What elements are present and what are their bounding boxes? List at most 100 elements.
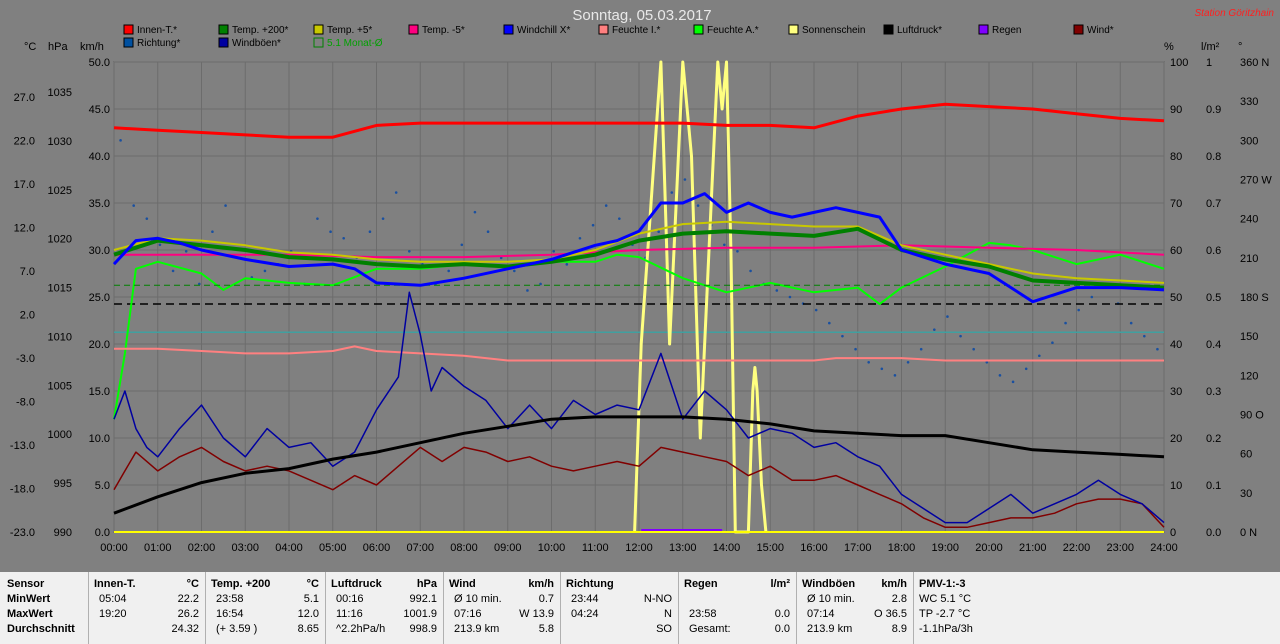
wind-direction-dot bbox=[841, 334, 844, 338]
series-line-temp-5 bbox=[114, 244, 1165, 259]
wind-direction-dot bbox=[342, 236, 345, 240]
wind-direction-dot bbox=[1024, 367, 1028, 371]
y-tick-dir: 240 bbox=[1240, 214, 1258, 226]
legend-label: Luftdruck* bbox=[897, 25, 942, 36]
wind-direction-dot bbox=[788, 295, 792, 299]
y-tick-temp: 12.0 bbox=[14, 223, 35, 235]
wind-direction-dot bbox=[591, 223, 595, 227]
y-tick-wind: 30.0 bbox=[89, 245, 110, 257]
wind-direction-dot bbox=[657, 230, 660, 234]
x-tick-label: 13:00 bbox=[669, 542, 697, 554]
y-tick-rain: 1 bbox=[1206, 57, 1212, 69]
cell-value: 22.2 bbox=[177, 593, 199, 605]
wind-direction-dot bbox=[263, 269, 267, 273]
cell-value: 2.8 bbox=[891, 593, 907, 605]
column-unit: km/h bbox=[528, 578, 554, 590]
x-tick-label: 12:00 bbox=[625, 542, 653, 554]
cell-value: 24.32 bbox=[171, 623, 199, 635]
wind-direction-dot bbox=[1077, 308, 1080, 312]
legend-label: Windböen* bbox=[232, 38, 281, 49]
legend-label: Feuchte I.* bbox=[612, 25, 660, 36]
unit-temp: °C bbox=[24, 41, 36, 53]
x-tick-label: 02:00 bbox=[188, 542, 216, 554]
cell-value: N-NO bbox=[643, 593, 672, 605]
unit-dir: ° bbox=[1238, 41, 1242, 53]
wind-direction-dot bbox=[171, 269, 175, 273]
cell-value: 5.8 bbox=[538, 623, 554, 635]
y-tick-pct: 0 bbox=[1170, 527, 1176, 539]
cell-label: 23:58 bbox=[689, 608, 717, 620]
table-column: Temp. +200 °C 23:58 5.1 16:54 12.0 (+ 3.59 ) 8.… bbox=[205, 572, 325, 644]
x-tick-label: 23:00 bbox=[1106, 542, 1134, 554]
y-tick-pressure: 995 bbox=[54, 478, 72, 490]
column-unit: °C bbox=[186, 578, 199, 590]
y-tick-dir: 150 bbox=[1240, 331, 1258, 343]
y-tick-pressure: 1020 bbox=[48, 234, 72, 246]
cell-value: 5.1 bbox=[303, 593, 319, 605]
x-tick-label: 19:00 bbox=[931, 542, 959, 554]
wind-direction-dot bbox=[696, 204, 700, 207]
wind-direction-dot bbox=[933, 328, 936, 331]
legend-swatch bbox=[218, 24, 229, 35]
x-tick-label: 14:00 bbox=[713, 542, 741, 554]
column-unit: km/h bbox=[881, 578, 907, 590]
cell-value: 998.9 bbox=[409, 623, 437, 635]
legend-label: 5.1 Monat-Ø bbox=[327, 38, 383, 49]
table-column: Richtung 23:44 N-NO 04:24 N SO bbox=[560, 572, 678, 644]
wind-direction-dot bbox=[880, 367, 884, 371]
y-tick-rain: 0.9 bbox=[1206, 104, 1221, 116]
cell-label: -1.1hPa/3h bbox=[919, 623, 973, 635]
cell-value: 0.0 bbox=[774, 608, 790, 620]
x-tick-label: 17:00 bbox=[844, 542, 872, 554]
x-tick-label: 20:00 bbox=[975, 542, 1003, 554]
column-unit: hPa bbox=[416, 578, 437, 590]
y-tick-pressure: 1005 bbox=[48, 380, 72, 392]
wind-direction-dot bbox=[158, 243, 162, 247]
wind-direction-dot bbox=[723, 243, 726, 247]
wind-direction-dot bbox=[132, 204, 135, 207]
table-column: Innen-T. °C 05:04 22.2 19:20 26.2 24.32 bbox=[88, 572, 205, 644]
y-tick-dir: 300 bbox=[1240, 135, 1258, 147]
cell-value: 0.0 bbox=[774, 623, 790, 635]
cell-label: Ø 10 min. bbox=[454, 593, 502, 605]
cell-label: 07:16 bbox=[454, 608, 482, 620]
y-tick-pct: 70 bbox=[1170, 198, 1182, 210]
series-line-windchill-x bbox=[112, 192, 1165, 304]
wind-direction-dot bbox=[604, 204, 608, 207]
cell-value: SO bbox=[656, 623, 672, 635]
y-tick-wind: 20.0 bbox=[89, 339, 110, 351]
wind-direction-dot bbox=[1011, 380, 1015, 384]
x-tick-label: 11:00 bbox=[582, 542, 609, 554]
axis-ticks: 00:00 01:00 02:00 03:00 04:00 05:00 06:00 07:00… bbox=[10, 57, 1272, 554]
chart-title: Sonntag, 05.03.2017 bbox=[572, 7, 711, 24]
wind-direction-dot bbox=[486, 230, 490, 234]
wind-direction-dot bbox=[749, 269, 752, 273]
wind-direction-dot bbox=[854, 347, 857, 351]
column-title: Regen bbox=[684, 578, 718, 590]
wind-direction-dot bbox=[906, 360, 910, 364]
cell-label: Ø 10 min. bbox=[807, 593, 855, 605]
wind-direction-dot bbox=[394, 191, 398, 194]
x-tick-label: 10:00 bbox=[538, 542, 566, 554]
wind-direction-dot bbox=[985, 360, 989, 364]
series-line-sonnenschein bbox=[633, 60, 768, 534]
y-tick-pct: 50 bbox=[1170, 292, 1182, 304]
y-tick-temp: -13.0 bbox=[10, 440, 35, 452]
legend-label: Feuchte A.* bbox=[707, 25, 759, 36]
y-tick-pressure: 1030 bbox=[48, 136, 72, 148]
y-tick-pct: 30 bbox=[1170, 386, 1182, 398]
cell-value: 1001.9 bbox=[403, 608, 437, 620]
y-tick-temp: -8.0 bbox=[16, 397, 35, 409]
cell-value: 992.1 bbox=[409, 593, 437, 605]
y-tick-dir: 330 bbox=[1240, 96, 1258, 108]
legend-swatch bbox=[503, 24, 514, 35]
y-tick-rain: 0.8 bbox=[1206, 151, 1221, 163]
x-tick-label: 03:00 bbox=[231, 542, 259, 554]
y-tick-pct: 10 bbox=[1170, 480, 1182, 492]
wind-direction-dot bbox=[224, 204, 227, 207]
cell-label: 23:58 bbox=[216, 593, 244, 605]
x-tick-label: 18:00 bbox=[888, 542, 916, 554]
cell-label: 23:44 bbox=[571, 593, 599, 605]
table-column: Windböen km/h Ø 10 min. 2.8 07:14 O 36.5 213.9… bbox=[796, 572, 913, 644]
x-tick-label: 21:00 bbox=[1019, 542, 1047, 554]
